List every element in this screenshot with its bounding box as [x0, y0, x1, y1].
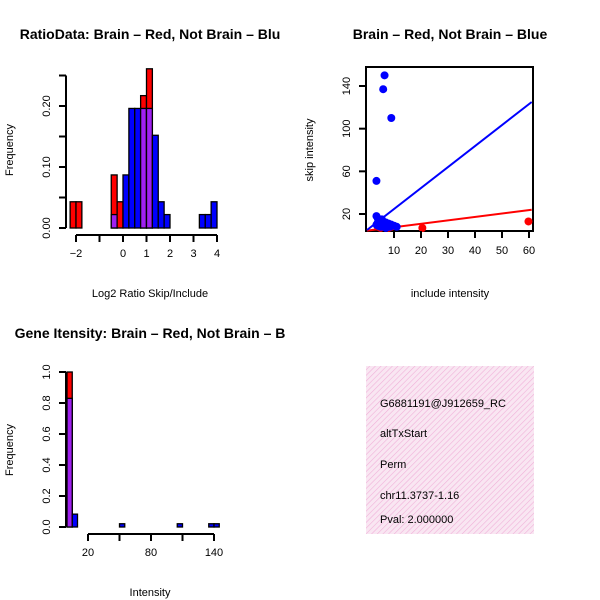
- y-tick-label: 0.10: [41, 156, 53, 177]
- x-tick-label: 2: [167, 248, 173, 260]
- hist-bar-overlap: [110, 213, 118, 229]
- ratio-histogram: RatioData: Brain – Red, Not Brain – Blu …: [4, 26, 280, 300]
- y-tick-label: 0.8: [41, 395, 53, 410]
- hist-bar: [71, 513, 79, 528]
- y-tick-label: 0.2: [41, 488, 53, 503]
- intensity-hist-x-label: Intensity: [130, 587, 171, 599]
- scatter-point: [387, 114, 396, 122]
- hist-bar: [69, 201, 77, 229]
- scatter-point: [372, 176, 381, 185]
- x-tick-label: 20: [82, 547, 94, 559]
- info-pval: Pval: 2.000000: [380, 514, 453, 526]
- ratio-hist-x-ticks: −2 0 1 2 3 4: [70, 235, 220, 260]
- ratio-hist-title: RatioData: Brain – Red, Not Brain – Blu: [20, 26, 281, 42]
- info-panel: G6881191@J912659_RC altTxStart Perm chr1…: [366, 366, 534, 534]
- y-tick-label: 0.00: [41, 217, 53, 238]
- x-tick-label: 50: [496, 245, 508, 257]
- scatter-y-ticks: 20 60 100 140: [341, 77, 366, 220]
- scatter-point: [524, 217, 533, 226]
- hist-bar: [176, 523, 184, 528]
- x-tick-label: 60: [523, 245, 535, 257]
- ratio-hist-y-ticks: 0.00 0.10 0.20: [41, 74, 66, 239]
- x-tick-label: −2: [70, 248, 83, 260]
- x-tick-label: 80: [145, 547, 157, 559]
- x-tick-label: 30: [442, 245, 454, 257]
- hist-bar: [208, 523, 215, 528]
- info-panel-hatching: [366, 366, 534, 534]
- y-tick-label: 0.4: [41, 457, 53, 472]
- x-tick-label: 20: [415, 245, 427, 257]
- x-tick-label: 0: [120, 248, 126, 260]
- ratio-hist-x-label: Log2 Ratio Skip/Include: [92, 288, 208, 300]
- x-tick-label: 3: [190, 248, 196, 260]
- y-tick-label: 1.0: [41, 364, 53, 379]
- scatter-x-ticks: 10 20 30 40 50 60: [388, 231, 535, 257]
- hist-bar-overlap: [145, 107, 154, 229]
- scatter-title: Brain – Red, Not Brain – Blue: [353, 26, 548, 42]
- hist-bar: [134, 107, 142, 229]
- info-method: Perm: [380, 459, 406, 471]
- intensity-hist-y-ticks: 0.0 0.2 0.4 0.6 0.8 1.0: [41, 364, 66, 535]
- y-tick-label: 0.0: [41, 519, 53, 534]
- x-tick-label: 140: [205, 547, 223, 559]
- y-tick-label: 20: [341, 208, 353, 220]
- hist-bar: [118, 523, 126, 528]
- hist-bar: [204, 213, 212, 229]
- ratio-hist-bars: [69, 68, 218, 229]
- scatter-point: [381, 223, 390, 232]
- x-tick-label: 40: [469, 245, 481, 257]
- scatter-point: [380, 71, 389, 80]
- scatter-point: [373, 218, 382, 227]
- y-tick-label: 0.6: [41, 426, 53, 441]
- info-gene-id: G6881191@J912659_RC: [380, 398, 506, 410]
- intensity-hist-title: Gene Itensity: Brain – Red, Not Brain – …: [15, 325, 286, 341]
- hist-bar-overlap: [66, 397, 73, 528]
- scatter-y-label: skip intensity: [304, 118, 316, 181]
- intensity-hist-bars: [66, 371, 220, 528]
- intensity-hist-y-label: Frequency: [4, 424, 16, 476]
- y-tick-label: 100: [341, 119, 353, 137]
- info-location: chr11.3737-1.16: [380, 490, 459, 502]
- intensity-histogram: Gene Itensity: Brain – Red, Not Brain – …: [4, 325, 285, 599]
- hist-bar: [75, 201, 83, 229]
- x-tick-label: 4: [214, 248, 220, 260]
- y-tick-label: 60: [341, 165, 353, 177]
- intensity-hist-x-ticks: 20 80 140: [82, 534, 223, 559]
- hist-bar: [116, 201, 124, 229]
- y-tick-label: 0.20: [41, 95, 53, 116]
- hist-bar: [210, 201, 218, 229]
- hist-bar: [198, 213, 206, 229]
- hist-bar: [128, 107, 136, 229]
- scatter-plot-box: [365, 66, 534, 232]
- scatter-point: [418, 224, 427, 232]
- scatter-x-label: include intensity: [411, 288, 490, 300]
- hist-bar: [151, 134, 159, 229]
- hist-bar: [157, 201, 165, 229]
- hist-bar: [122, 174, 130, 229]
- info-event-type: altTxStart: [380, 428, 427, 440]
- hist-bar-overlap: [139, 107, 148, 229]
- scatter-point: [392, 222, 401, 231]
- y-tick-label: 140: [341, 77, 353, 95]
- intensity-scatter: Brain – Red, Not Brain – Blue 10 20 30 40 50…: [304, 26, 547, 300]
- x-tick-label: 1: [143, 248, 149, 260]
- hist-bar: [213, 523, 220, 528]
- hist-bar: [163, 213, 171, 229]
- x-tick-label: 10: [388, 245, 400, 257]
- ratio-hist-y-label: Frequency: [4, 124, 16, 176]
- scatter-point: [379, 85, 388, 94]
- fit-line-blue: [366, 101, 533, 231]
- scatter-points: [372, 71, 533, 232]
